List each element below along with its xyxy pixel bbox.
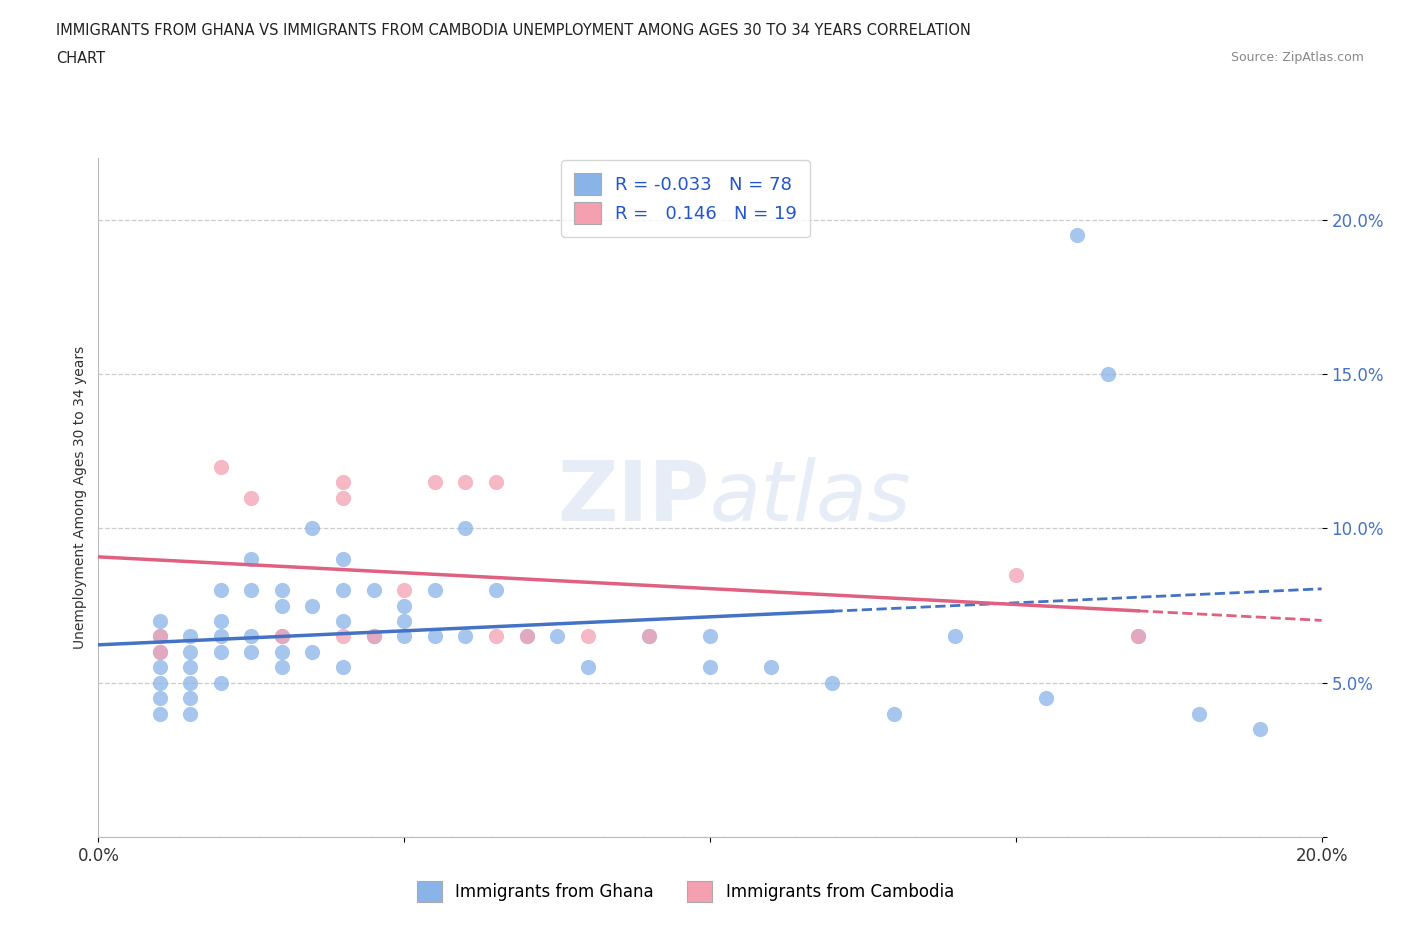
Point bbox=[332, 614, 354, 629]
Point bbox=[270, 598, 292, 613]
Point bbox=[332, 490, 354, 505]
Point bbox=[759, 660, 782, 675]
Point bbox=[270, 644, 292, 659]
Point bbox=[240, 583, 263, 598]
Point bbox=[943, 629, 966, 644]
Point bbox=[485, 583, 508, 598]
Point bbox=[332, 551, 354, 566]
Point bbox=[209, 583, 232, 598]
Point bbox=[179, 691, 201, 706]
Point bbox=[301, 644, 323, 659]
Point bbox=[270, 583, 292, 598]
Text: IMMIGRANTS FROM GHANA VS IMMIGRANTS FROM CAMBODIA UNEMPLOYMENT AMONG AGES 30 TO : IMMIGRANTS FROM GHANA VS IMMIGRANTS FROM… bbox=[56, 23, 972, 38]
Point bbox=[392, 598, 416, 613]
Point bbox=[1128, 629, 1150, 644]
Text: Source: ZipAtlas.com: Source: ZipAtlas.com bbox=[1230, 51, 1364, 64]
Y-axis label: Unemployment Among Ages 30 to 34 years: Unemployment Among Ages 30 to 34 years bbox=[73, 346, 87, 649]
Point bbox=[301, 521, 323, 536]
Point bbox=[1035, 691, 1057, 706]
Point bbox=[1066, 228, 1088, 243]
Point bbox=[485, 474, 508, 489]
Point bbox=[149, 629, 172, 644]
Point bbox=[149, 675, 172, 690]
Point bbox=[363, 629, 385, 644]
Point bbox=[821, 675, 844, 690]
Point bbox=[209, 614, 232, 629]
Point bbox=[454, 474, 477, 489]
Point bbox=[637, 629, 661, 644]
Point bbox=[485, 629, 508, 644]
Point bbox=[149, 644, 172, 659]
Point bbox=[637, 629, 661, 644]
Point bbox=[270, 660, 292, 675]
Point bbox=[454, 629, 477, 644]
Point bbox=[883, 706, 905, 721]
Point bbox=[149, 691, 172, 706]
Point bbox=[240, 629, 263, 644]
Point bbox=[699, 660, 721, 675]
Point bbox=[423, 629, 446, 644]
Point bbox=[209, 644, 232, 659]
Point bbox=[516, 629, 538, 644]
Text: CHART: CHART bbox=[56, 51, 105, 66]
Point bbox=[332, 583, 354, 598]
Point bbox=[149, 660, 172, 675]
Point bbox=[332, 629, 354, 644]
Point bbox=[179, 706, 201, 721]
Point bbox=[1249, 722, 1271, 737]
Point bbox=[179, 644, 201, 659]
Point bbox=[149, 629, 172, 644]
Point bbox=[392, 614, 416, 629]
Point bbox=[240, 551, 263, 566]
Point bbox=[516, 629, 538, 644]
Point bbox=[240, 490, 263, 505]
Point bbox=[209, 459, 232, 474]
Point bbox=[423, 474, 446, 489]
Point bbox=[149, 644, 172, 659]
Point bbox=[270, 629, 292, 644]
Point bbox=[392, 583, 416, 598]
Point bbox=[149, 614, 172, 629]
Point bbox=[1097, 366, 1119, 381]
Point bbox=[240, 644, 263, 659]
Point bbox=[301, 598, 323, 613]
Point bbox=[270, 629, 292, 644]
Point bbox=[179, 660, 201, 675]
Text: atlas: atlas bbox=[710, 457, 911, 538]
Point bbox=[576, 660, 599, 675]
Legend: Immigrants from Ghana, Immigrants from Cambodia: Immigrants from Ghana, Immigrants from C… bbox=[409, 873, 962, 910]
Point bbox=[332, 660, 354, 675]
Point bbox=[546, 629, 568, 644]
Point bbox=[179, 629, 201, 644]
Point bbox=[179, 675, 201, 690]
Point bbox=[209, 629, 232, 644]
Point bbox=[423, 583, 446, 598]
Point bbox=[363, 629, 385, 644]
Point bbox=[699, 629, 721, 644]
Point bbox=[363, 583, 385, 598]
Point bbox=[1188, 706, 1211, 721]
Point bbox=[1128, 629, 1150, 644]
Point bbox=[149, 706, 172, 721]
Point bbox=[1004, 567, 1026, 582]
Point bbox=[209, 675, 232, 690]
Point bbox=[332, 474, 354, 489]
Point bbox=[392, 629, 416, 644]
Text: ZIP: ZIP bbox=[558, 457, 710, 538]
Point bbox=[576, 629, 599, 644]
Point bbox=[454, 521, 477, 536]
